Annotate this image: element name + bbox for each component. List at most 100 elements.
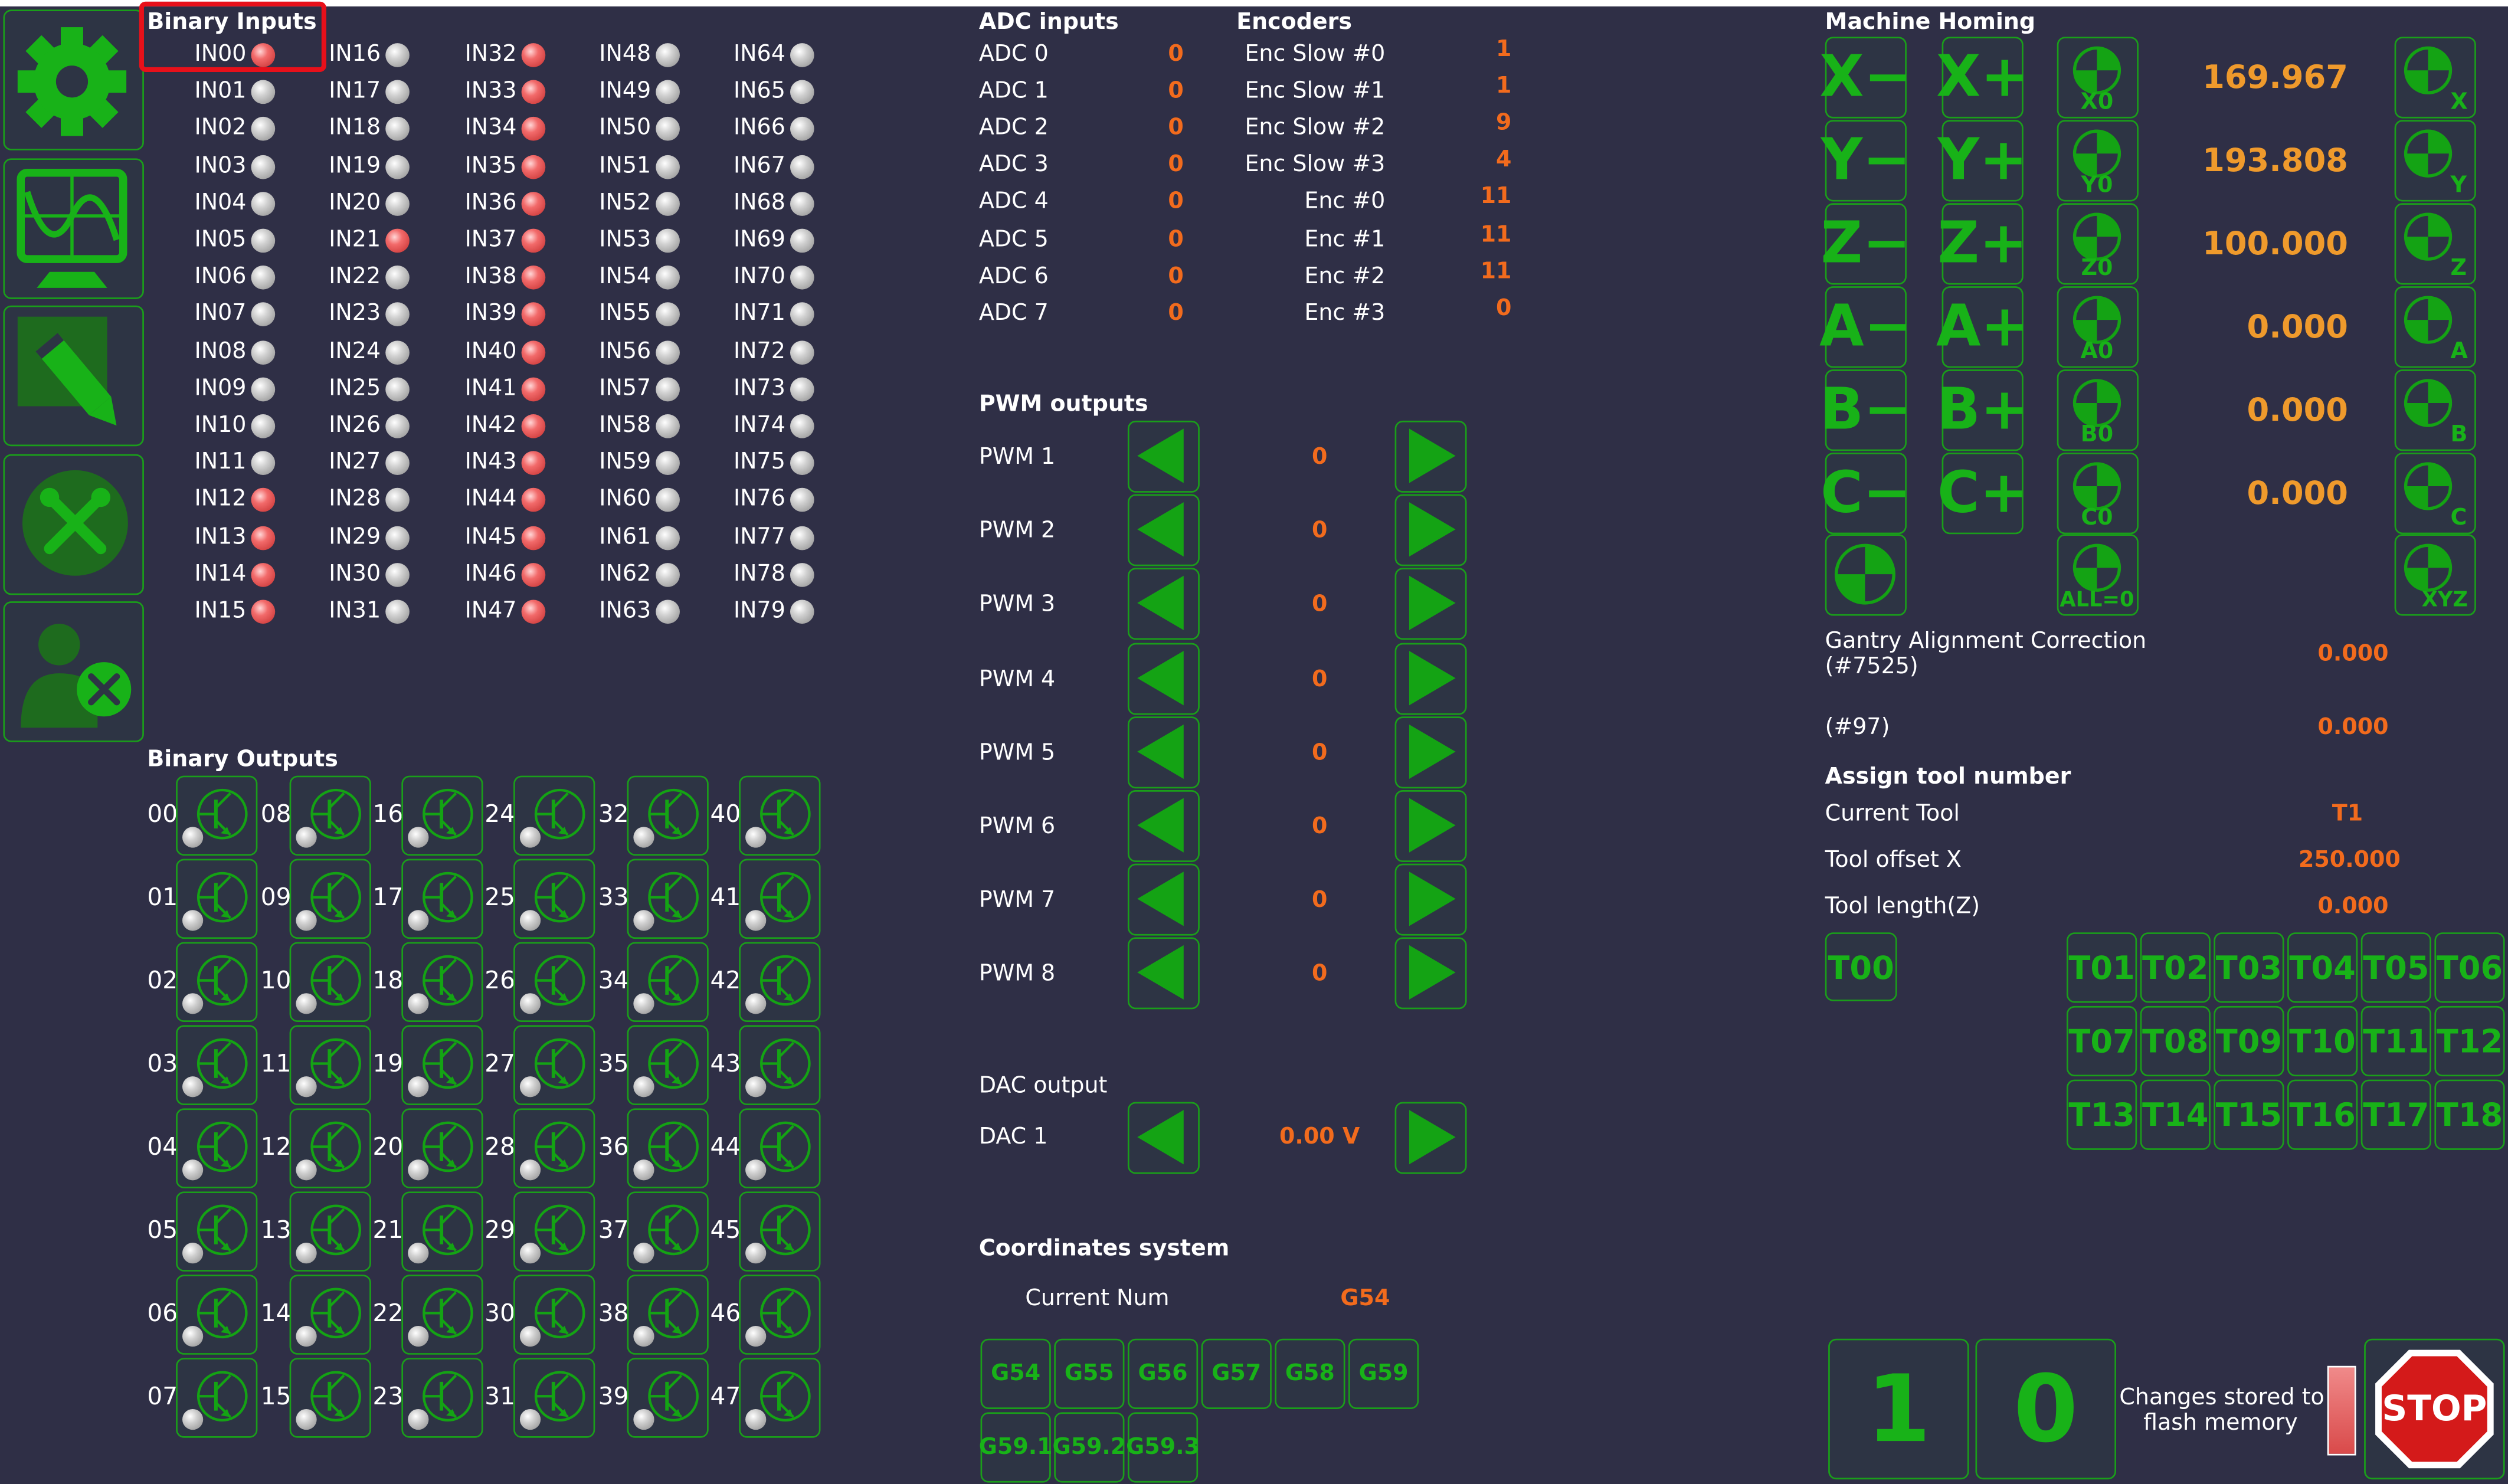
- output-toggle-button[interactable]: [176, 1358, 258, 1438]
- output-zero-button[interactable]: 0: [1975, 1338, 2116, 1480]
- pwm-decrease-button[interactable]: [1127, 642, 1200, 715]
- jog-plus-button[interactable]: B+: [1937, 369, 2029, 451]
- tool-select-button[interactable]: T05: [2360, 932, 2431, 1003]
- output-toggle-button[interactable]: [401, 1275, 483, 1355]
- home-axis-button[interactable]: Z: [2394, 203, 2476, 285]
- sidebar-item-oscilloscope[interactable]: [3, 158, 144, 299]
- pwm-increase-button[interactable]: [1394, 789, 1467, 862]
- output-one-button[interactable]: 1: [1828, 1338, 1969, 1480]
- zero-axis-button[interactable]: Z0: [2057, 203, 2139, 285]
- output-toggle-button[interactable]: [401, 1191, 483, 1272]
- sidebar-item-user-settings[interactable]: [3, 601, 144, 742]
- output-toggle-button[interactable]: [739, 1025, 821, 1105]
- output-toggle-button[interactable]: [289, 942, 371, 1023]
- tool-select-button[interactable]: T13: [2066, 1079, 2137, 1150]
- pwm-increase-button[interactable]: [1394, 420, 1467, 493]
- output-toggle-button[interactable]: [513, 1025, 595, 1105]
- home-axis-button[interactable]: B: [2394, 369, 2476, 451]
- output-toggle-button[interactable]: [289, 859, 371, 939]
- coord-system-button[interactable]: G59: [1348, 1338, 1419, 1409]
- pwm-decrease-button[interactable]: [1127, 494, 1200, 567]
- output-toggle-button[interactable]: [176, 942, 258, 1023]
- output-toggle-button[interactable]: [627, 942, 709, 1023]
- output-toggle-button[interactable]: [176, 1191, 258, 1272]
- output-toggle-button[interactable]: [627, 1108, 709, 1188]
- jog-minus-button[interactable]: A−: [1819, 286, 1912, 368]
- sidebar-item-edit[interactable]: [3, 305, 144, 447]
- sidebar-item-tools[interactable]: [3, 454, 144, 595]
- output-toggle-button[interactable]: [513, 775, 595, 856]
- zero-axis-button[interactable]: A0: [2057, 286, 2139, 368]
- tool-select-button[interactable]: T08: [2140, 1005, 2211, 1077]
- home-all-button[interactable]: [1825, 534, 1907, 616]
- output-toggle-button[interactable]: [289, 1025, 371, 1105]
- home-axis-button[interactable]: A: [2394, 286, 2476, 368]
- home-axis-button[interactable]: Y: [2394, 120, 2476, 202]
- pwm-decrease-button[interactable]: [1127, 864, 1200, 936]
- output-toggle-button[interactable]: [401, 1358, 483, 1438]
- output-toggle-button[interactable]: [739, 1358, 821, 1438]
- tool-select-button[interactable]: T12: [2434, 1005, 2505, 1077]
- tool-select-button[interactable]: T03: [2214, 932, 2284, 1003]
- jog-plus-button[interactable]: X+: [1936, 37, 2029, 119]
- output-toggle-button[interactable]: [401, 775, 483, 856]
- pwm-decrease-button[interactable]: [1127, 789, 1200, 862]
- pwm-decrease-button[interactable]: [1127, 568, 1200, 641]
- output-toggle-button[interactable]: [739, 942, 821, 1023]
- home-axis-button[interactable]: C: [2394, 453, 2476, 535]
- home-xyz-button[interactable]: XYZ: [2394, 534, 2476, 616]
- output-toggle-button[interactable]: [513, 1275, 595, 1355]
- pwm-increase-button[interactable]: [1394, 716, 1467, 788]
- output-toggle-button[interactable]: [513, 1191, 595, 1272]
- tool-select-button[interactable]: T17: [2360, 1079, 2431, 1150]
- output-toggle-button[interactable]: [401, 942, 483, 1023]
- zero-all-button[interactable]: ALL=0: [2057, 534, 2139, 616]
- output-toggle-button[interactable]: [513, 859, 595, 939]
- tool-select-button[interactable]: T10: [2287, 1005, 2358, 1077]
- output-toggle-button[interactable]: [176, 1025, 258, 1105]
- pwm-increase-button[interactable]: [1394, 494, 1467, 567]
- output-toggle-button[interactable]: [289, 1358, 371, 1438]
- tool-select-button[interactable]: T06: [2434, 932, 2505, 1003]
- output-toggle-button[interactable]: [627, 1191, 709, 1272]
- output-toggle-button[interactable]: [513, 1108, 595, 1188]
- output-toggle-button[interactable]: [289, 1275, 371, 1355]
- output-toggle-button[interactable]: [739, 859, 821, 939]
- output-toggle-button[interactable]: [401, 1025, 483, 1105]
- pwm-increase-button[interactable]: [1394, 938, 1467, 1010]
- zero-axis-button[interactable]: B0: [2057, 369, 2139, 451]
- tool-select-button[interactable]: T01: [2066, 932, 2137, 1003]
- tool-select-button[interactable]: T04: [2287, 932, 2358, 1003]
- jog-plus-button[interactable]: Y+: [1937, 120, 2028, 202]
- output-toggle-button[interactable]: [176, 859, 258, 939]
- coord-system-button[interactable]: G57: [1201, 1338, 1272, 1409]
- tool-select-button[interactable]: T18: [2434, 1079, 2505, 1150]
- pwm-increase-button[interactable]: [1394, 568, 1467, 641]
- output-toggle-button[interactable]: [513, 942, 595, 1023]
- jog-minus-button[interactable]: Z−: [1821, 203, 1911, 285]
- jog-plus-button[interactable]: A+: [1936, 286, 2029, 368]
- coord-system-button[interactable]: G56: [1127, 1338, 1199, 1409]
- output-toggle-button[interactable]: [176, 1108, 258, 1188]
- pwm-decrease-button[interactable]: [1127, 938, 1200, 1010]
- pwm-increase-button[interactable]: [1394, 642, 1467, 715]
- output-toggle-button[interactable]: [627, 1358, 709, 1438]
- output-toggle-button[interactable]: [176, 1275, 258, 1355]
- tool-select-button[interactable]: T16: [2287, 1079, 2358, 1150]
- dac-increase-button[interactable]: [1394, 1102, 1467, 1174]
- coord-system-button[interactable]: G59.3: [1126, 1412, 1200, 1483]
- tool-select-button[interactable]: T11: [2360, 1005, 2431, 1077]
- output-toggle-button[interactable]: [627, 859, 709, 939]
- output-toggle-button[interactable]: [289, 775, 371, 856]
- jog-plus-button[interactable]: Z+: [1937, 203, 2028, 285]
- output-toggle-button[interactable]: [739, 1191, 821, 1272]
- tool-select-button[interactable]: T15: [2214, 1079, 2284, 1150]
- coord-system-button[interactable]: G59.2: [1052, 1412, 1126, 1483]
- tool-t00-button[interactable]: T00: [1825, 932, 1897, 1001]
- zero-axis-button[interactable]: X0: [2057, 37, 2139, 119]
- jog-plus-button[interactable]: C+: [1937, 453, 2028, 535]
- sidebar-item-settings[interactable]: [3, 9, 144, 150]
- home-axis-button[interactable]: X: [2394, 37, 2476, 119]
- pwm-increase-button[interactable]: [1394, 864, 1467, 936]
- output-toggle-button[interactable]: [739, 1275, 821, 1355]
